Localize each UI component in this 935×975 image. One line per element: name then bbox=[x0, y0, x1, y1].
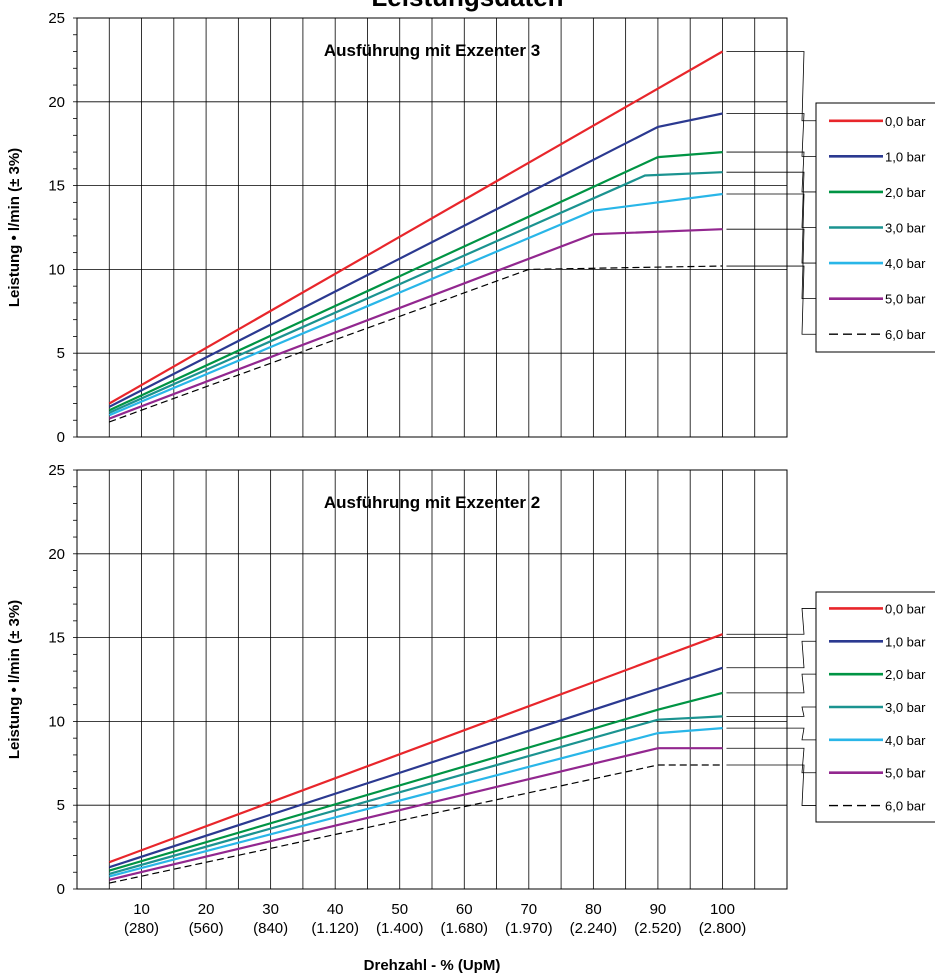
legend-leader-line bbox=[726, 51, 816, 122]
legend-leader-line bbox=[726, 764, 816, 806]
legend-leader-line bbox=[726, 747, 816, 774]
chart-panel-1: 0 5 10 15 20 25 Leistung • l/min (± 3%) Ausführ… bbox=[6, 10, 935, 446]
legend-label-5: 4,0 bar bbox=[885, 256, 926, 271]
x-tick-label: 60 bbox=[456, 901, 473, 918]
x-tick-sublabel: (1.680) bbox=[441, 920, 489, 937]
x-tick-label: 70 bbox=[520, 901, 537, 918]
series-line-5 bbox=[109, 727, 723, 878]
x-tick-sublabel: (2.800) bbox=[699, 920, 747, 937]
y-tick-label: 5 bbox=[57, 345, 65, 362]
legend-leader-line bbox=[726, 113, 816, 157]
series-line-1 bbox=[108, 633, 723, 864]
legend-label-1: 0,0 bar bbox=[885, 601, 926, 616]
x-tick-sublabel: (840) bbox=[253, 920, 288, 937]
chart-panel-2: 0 5 10 15 20 25 Leistung • l/min (± 3%) Ausführ… bbox=[6, 462, 935, 974]
legend-leader-line bbox=[726, 171, 816, 228]
legend: 0,0 bar 1,0 bar 2,0 bar 3,0 bar 4,0 bar 5,0 b… bbox=[815, 102, 935, 353]
x-axis-title: Drehzahl - % (UpM) bbox=[364, 957, 501, 974]
x-tick-label: 80 bbox=[585, 901, 602, 918]
x-tick-label: 90 bbox=[650, 901, 667, 918]
x-tick-sublabel: (2.520) bbox=[634, 920, 682, 937]
series-line-7 bbox=[109, 764, 723, 884]
y-tick-label: 25 bbox=[48, 10, 65, 27]
y-tick-label: 0 bbox=[57, 429, 65, 446]
legend-label-2: 1,0 bar bbox=[885, 149, 926, 164]
legend-leader-line bbox=[726, 706, 816, 717]
legend: 0,0 bar 1,0 bar 2,0 bar 3,0 bar 4,0 bar 5,0 b… bbox=[815, 591, 935, 823]
x-tick-sublabel: (280) bbox=[124, 920, 159, 937]
x-tick-label: 100 bbox=[710, 901, 735, 918]
series-line-7 bbox=[109, 265, 723, 423]
legend-label-6: 5,0 bar bbox=[885, 766, 926, 781]
legend-leader-line bbox=[726, 228, 816, 300]
y-tick-label: 10 bbox=[48, 713, 65, 730]
x-tick-label: 50 bbox=[391, 901, 408, 918]
x-tick-sublabel: (560) bbox=[189, 920, 224, 937]
x-tick-label: 30 bbox=[262, 901, 279, 918]
legend-leader-line bbox=[726, 151, 816, 193]
legend-label-7: 6,0 bar bbox=[885, 327, 926, 342]
legend-leader-line bbox=[726, 640, 816, 669]
legend-leader-line bbox=[726, 193, 816, 264]
legend-leader-line bbox=[726, 727, 816, 741]
legend-label-1: 0,0 bar bbox=[885, 114, 926, 129]
chart-title: Ausführung mit Exzenter 3 bbox=[324, 41, 540, 60]
series-line-3 bbox=[108, 151, 723, 412]
x-tick-label: 10 bbox=[133, 901, 150, 918]
series-line-4 bbox=[109, 715, 723, 875]
x-tick-sublabel: (1.970) bbox=[505, 920, 553, 937]
page-title: Leistungsdaten bbox=[0, 0, 935, 12]
x-tick-label: 20 bbox=[198, 901, 215, 918]
series-line-4 bbox=[108, 171, 723, 414]
y-tick-label: 20 bbox=[48, 546, 65, 563]
legend-label-3: 2,0 bar bbox=[885, 667, 926, 682]
x-tick-sublabel: (1.120) bbox=[311, 920, 359, 937]
series-line-2 bbox=[108, 666, 723, 869]
legend-label-6: 5,0 bar bbox=[885, 292, 926, 307]
y-tick-label: 0 bbox=[57, 881, 65, 898]
y-tick-label: 25 bbox=[48, 462, 65, 479]
series-line-3 bbox=[108, 691, 723, 872]
legend-label-4: 3,0 bar bbox=[885, 221, 926, 236]
series-line-2 bbox=[108, 112, 723, 408]
y-axis-title: Leistung • l/min (± 3%) bbox=[6, 600, 23, 759]
y-tick-label: 15 bbox=[48, 630, 65, 647]
series-line-1 bbox=[108, 50, 724, 405]
legend-label-5: 4,0 bar bbox=[885, 733, 926, 748]
x-tick-label: 40 bbox=[327, 901, 344, 918]
legend-label-3: 2,0 bar bbox=[885, 185, 926, 200]
series-line-6 bbox=[108, 228, 723, 420]
legend-label-4: 3,0 bar bbox=[885, 700, 926, 715]
x-tick-sublabel: (1.400) bbox=[376, 920, 424, 937]
x-tick-sublabel: (2.240) bbox=[570, 920, 618, 937]
y-tick-label: 10 bbox=[48, 261, 65, 278]
legend-leader-line bbox=[726, 608, 816, 635]
y-axis-title: Leistung • l/min (± 3%) bbox=[6, 148, 23, 307]
legend-label-7: 6,0 bar bbox=[885, 799, 926, 814]
series-line-5 bbox=[108, 192, 723, 417]
legend-leader-line bbox=[726, 265, 816, 335]
chart-title: Ausführung mit Exzenter 2 bbox=[324, 493, 540, 512]
y-tick-label: 5 bbox=[57, 797, 65, 814]
y-tick-label: 20 bbox=[48, 94, 65, 111]
legend-leader-line bbox=[726, 673, 816, 694]
legend-label-2: 1,0 bar bbox=[885, 634, 926, 649]
series-line-6 bbox=[109, 747, 723, 881]
y-tick-label: 15 bbox=[48, 178, 65, 195]
